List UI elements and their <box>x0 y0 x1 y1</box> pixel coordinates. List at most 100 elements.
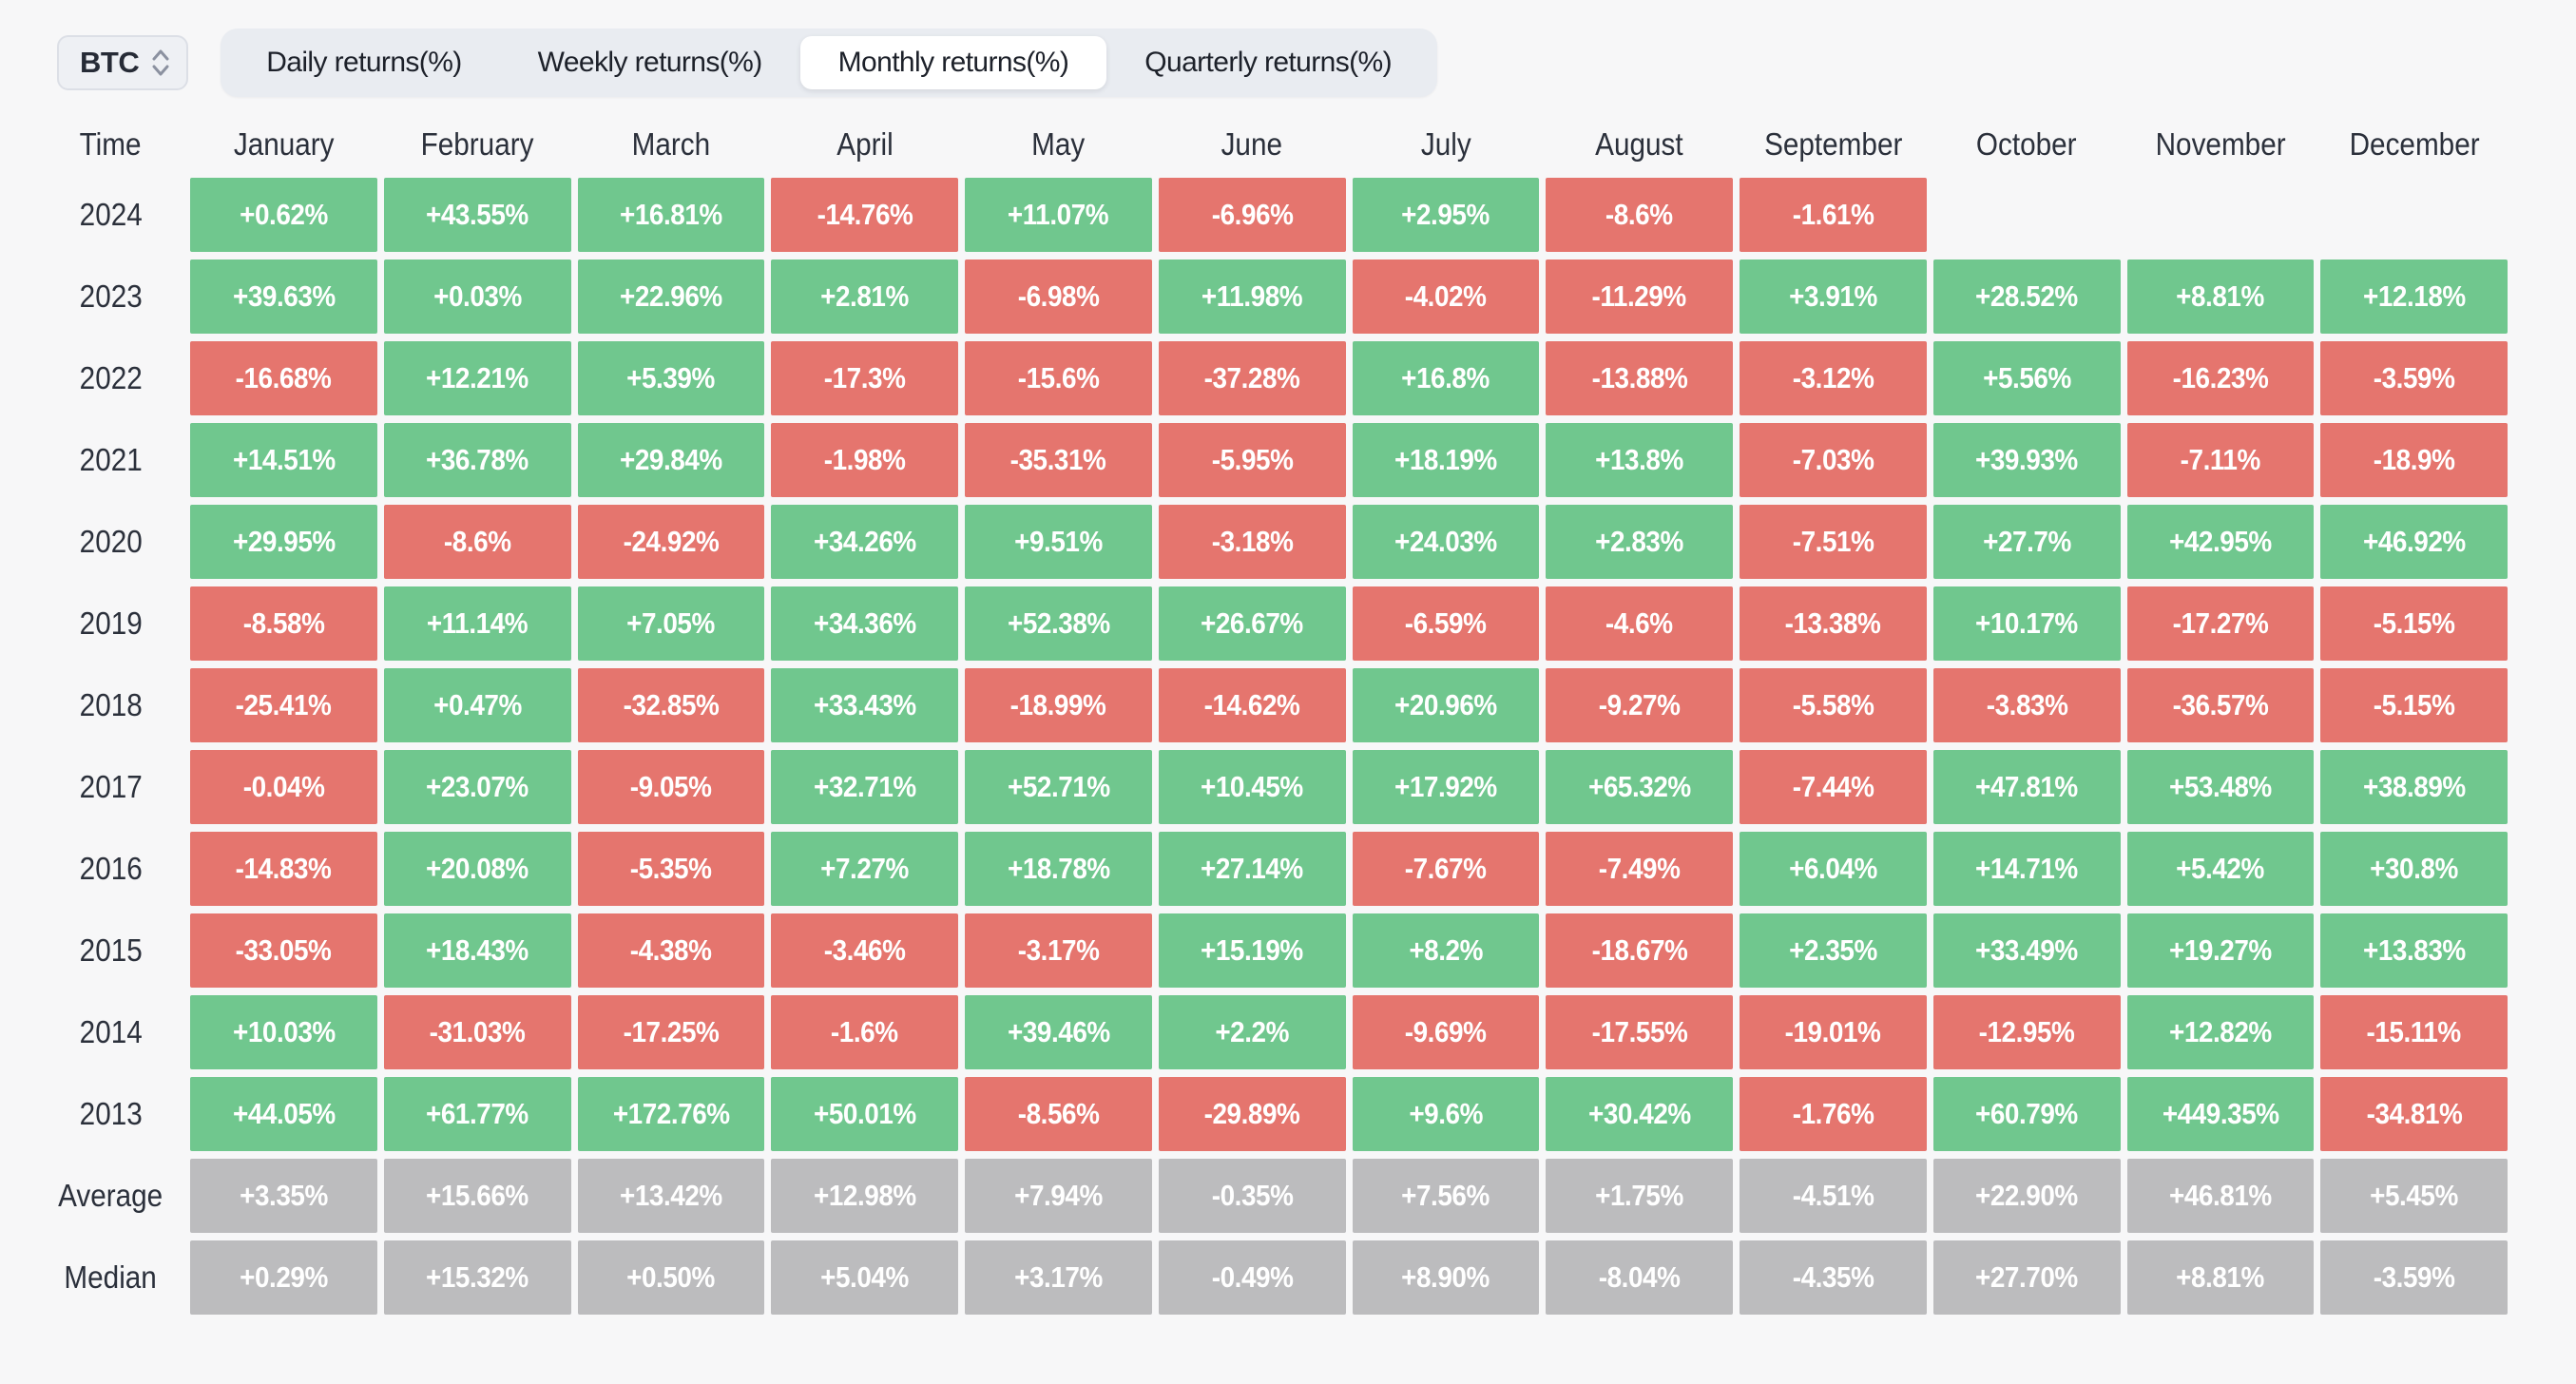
cell-median-november: +8.81% <box>2126 1240 2315 1315</box>
cell-2017-july: +17.92% <box>1352 750 1540 824</box>
cell-2016-april: +7.27% <box>771 832 958 906</box>
cell-2018-january: -25.41% <box>190 668 377 742</box>
cell-2023-august: -11.29% <box>1546 260 1733 334</box>
cell-2017-may: +52.71% <box>965 750 1152 824</box>
cell-2017-april: +32.71% <box>771 750 958 824</box>
cell-2023-april: +2.81% <box>771 260 958 334</box>
cell-2019-november: -17.27% <box>2126 586 2315 661</box>
cell-median-may: +3.17% <box>965 1240 1152 1315</box>
cell-2023-november: +8.81% <box>2126 260 2315 334</box>
cell-2019-october: +10.17% <box>1932 586 2121 661</box>
asset-select[interactable]: BTC <box>57 35 189 90</box>
cell-2022-january: -16.68% <box>190 341 377 415</box>
cell-average-october: +22.90% <box>1932 1159 2121 1233</box>
row-label-2020: 2020 <box>79 524 143 559</box>
cell-2019-september: -13.38% <box>1740 586 1927 661</box>
cell-2014-august: -17.55% <box>1546 995 1733 1069</box>
monthly-returns-table: Time January February March April May June July… <box>38 118 2508 1315</box>
cell-2014-march: -17.25% <box>577 995 765 1069</box>
cell-2016-july: -7.67% <box>1352 832 1540 906</box>
cell-2021-october: +39.93% <box>1932 423 2121 497</box>
cell-average-may: +7.94% <box>965 1159 1152 1233</box>
cell-2024-october <box>1933 178 2121 252</box>
cell-2021-september: -7.03% <box>1740 423 1927 497</box>
cell-2020-march: -24.92% <box>577 505 765 579</box>
cell-2020-january: +29.95% <box>190 505 377 579</box>
cell-2014-may: +39.46% <box>965 995 1152 1069</box>
cell-2017-february: +23.07% <box>383 750 571 824</box>
cell-2015-january: -33.05% <box>190 913 377 988</box>
cell-2018-march: -32.85% <box>577 668 765 742</box>
cell-2019-december: -5.15% <box>2320 586 2508 661</box>
cell-average-january: +3.35% <box>190 1159 377 1233</box>
cell-2018-october: -3.83% <box>1932 668 2121 742</box>
cell-median-september: -4.35% <box>1740 1240 1927 1315</box>
cell-2022-may: -15.6% <box>965 341 1152 415</box>
cell-2024-january: +0.62% <box>190 178 377 252</box>
tab-monthly-returns[interactable]: Monthly returns(%) <box>799 36 1107 89</box>
cell-median-march: +0.50% <box>577 1240 765 1315</box>
cell-2014-july: -9.69% <box>1352 995 1540 1069</box>
column-header-may: May <box>1031 125 1086 162</box>
cell-2018-may: -18.99% <box>965 668 1152 742</box>
cell-2021-january: +14.51% <box>190 423 377 497</box>
tab-weekly-returns[interactable]: Weekly returns(%) <box>537 47 763 78</box>
cell-2022-april: -17.3% <box>771 341 958 415</box>
cell-2016-may: +18.78% <box>965 832 1152 906</box>
cell-2017-october: +47.81% <box>1932 750 2121 824</box>
cell-2019-may: +52.38% <box>965 586 1152 661</box>
cell-average-march: +13.42% <box>577 1159 765 1233</box>
row-label-2013: 2013 <box>79 1096 143 1131</box>
cell-2022-november: -16.23% <box>2126 341 2315 415</box>
cell-2021-december: -18.9% <box>2320 423 2508 497</box>
cell-2024-november <box>2127 178 2315 252</box>
cell-2015-may: -3.17% <box>965 913 1152 988</box>
cell-2021-june: -5.95% <box>1158 423 1346 497</box>
cell-2024-april: -14.76% <box>771 178 958 252</box>
cell-2016-november: +5.42% <box>2126 832 2315 906</box>
cell-2013-september: -1.76% <box>1740 1077 1927 1151</box>
cell-2013-march: +172.76% <box>577 1077 765 1151</box>
cell-median-october: +27.70% <box>1932 1240 2121 1315</box>
cell-2021-july: +18.19% <box>1352 423 1540 497</box>
column-header-january: January <box>233 125 335 162</box>
tab-daily-returns[interactable]: Daily returns(%) <box>266 47 462 78</box>
row-label-2024: 2024 <box>79 197 143 232</box>
column-header-time: Time <box>80 125 142 162</box>
cell-2019-august: -4.6% <box>1546 586 1733 661</box>
cell-2015-october: +33.49% <box>1932 913 2121 988</box>
cell-2013-january: +44.05% <box>190 1077 377 1151</box>
cell-median-april: +5.04% <box>771 1240 958 1315</box>
row-label-2017: 2017 <box>79 769 143 804</box>
row-label-2022: 2022 <box>79 360 143 395</box>
cell-2016-october: +14.71% <box>1932 832 2121 906</box>
cell-2013-july: +9.6% <box>1352 1077 1540 1151</box>
cell-average-november: +46.81% <box>2126 1159 2315 1233</box>
cell-2024-august: -8.6% <box>1546 178 1733 252</box>
tab-quarterly-returns[interactable]: Quarterly returns(%) <box>1144 47 1392 78</box>
cell-2014-january: +10.03% <box>190 995 377 1069</box>
cell-2022-august: -13.88% <box>1546 341 1733 415</box>
cell-2023-february: +0.03% <box>383 260 571 334</box>
cell-2024-march: +16.81% <box>577 178 765 252</box>
cell-2019-june: +26.67% <box>1158 586 1346 661</box>
cell-2013-december: -34.81% <box>2320 1077 2508 1151</box>
cell-2023-january: +39.63% <box>190 260 377 334</box>
cell-2021-may: -35.31% <box>965 423 1152 497</box>
cell-2022-february: +12.21% <box>383 341 571 415</box>
cell-2019-january: -8.58% <box>190 586 377 661</box>
cell-2024-december <box>2320 178 2508 252</box>
cell-2014-june: +2.2% <box>1158 995 1346 1069</box>
row-label-2018: 2018 <box>79 687 143 722</box>
cell-2016-february: +20.08% <box>383 832 571 906</box>
cell-2016-june: +27.14% <box>1158 832 1346 906</box>
cell-2021-november: -7.11% <box>2126 423 2315 497</box>
cell-2017-january: -0.04% <box>190 750 377 824</box>
cell-2014-december: -15.11% <box>2320 995 2508 1069</box>
cell-2020-july: +24.03% <box>1352 505 1540 579</box>
toolbar: BTC Daily returns(%) Weekly returns(%) Mon… <box>0 0 2576 97</box>
cell-average-february: +15.66% <box>383 1159 571 1233</box>
cell-median-august: -8.04% <box>1546 1240 1733 1315</box>
cell-2016-august: -7.49% <box>1546 832 1733 906</box>
cell-2022-march: +5.39% <box>577 341 765 415</box>
